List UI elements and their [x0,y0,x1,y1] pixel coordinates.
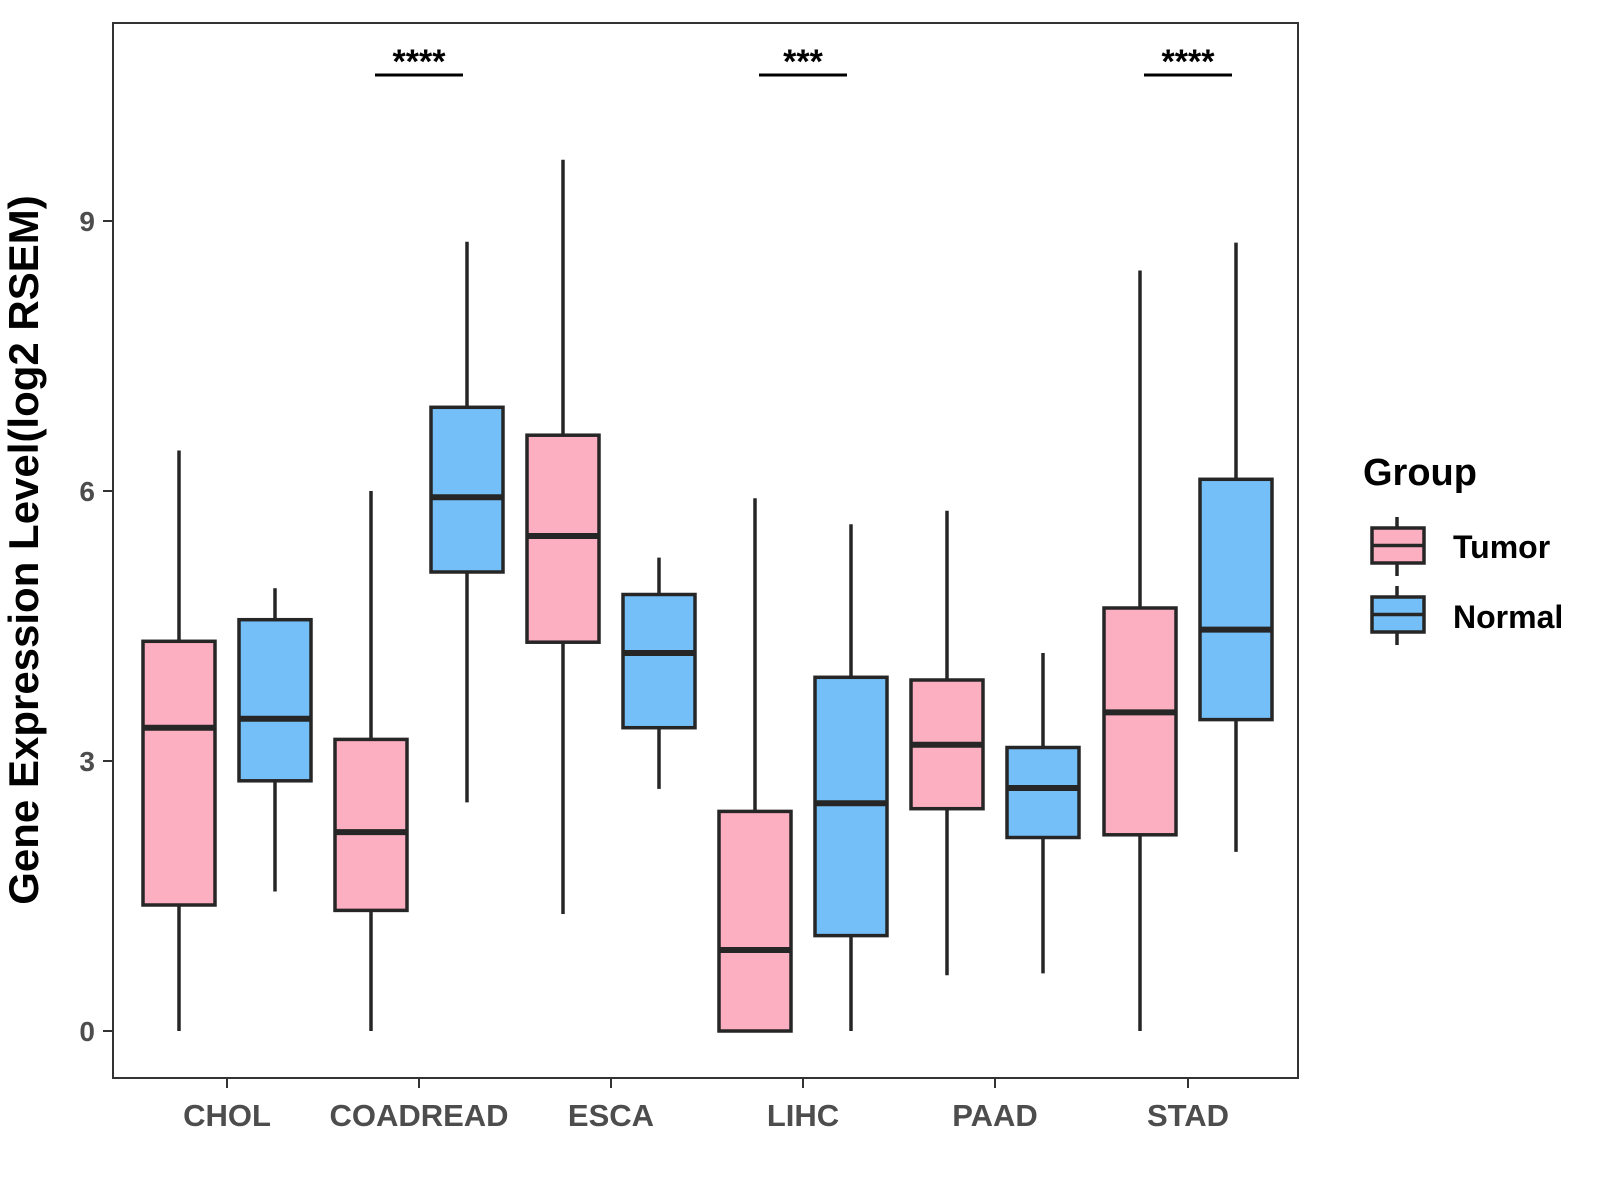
significance-label-stad: **** [1162,43,1216,81]
x-tick-label-coadread: COADREAD [329,1098,508,1133]
box-normal-paad [1005,745,1081,840]
x-tick-label-esca: ESCA [568,1098,654,1133]
y-tick-label-3: 3 [79,746,95,777]
box-tumor-chol [141,639,217,907]
legend-item-tumor: Tumor [1370,517,1550,576]
legend-title: Group [1363,452,1477,494]
legend-label-tumor: Tumor [1453,529,1550,565]
y-tick-label-9: 9 [79,206,95,237]
legend: Group Tumor Normal [1363,452,1563,645]
box-normal-chol [237,617,313,783]
legend-item-normal: Normal [1370,586,1563,645]
plot-panel-border [112,22,1299,1079]
box-normal-lihc [813,675,889,938]
significance-label-coadread: **** [393,43,447,81]
x-tick-label-chol: CHOL [183,1098,271,1133]
box-normal-esca [621,592,697,730]
y-axis-title: Gene Expression Level(log2 RSEM) [0,195,47,905]
y-tick-label-0: 0 [79,1016,95,1047]
y-tick-label-6: 6 [79,476,95,507]
legend-label-normal: Normal [1453,599,1563,635]
box-normal-stad [1198,477,1274,722]
box-tumor-lihc [717,809,793,1033]
x-tick-label-stad: STAD [1147,1098,1229,1133]
box-normal-coadread [429,405,505,574]
significance-label-lihc: *** [783,43,823,81]
x-tick-label-paad: PAAD [952,1098,1038,1133]
x-tick-label-lihc: LIHC [767,1098,839,1133]
box-tumor-stad [1102,606,1178,837]
box-tumor-coadread [333,737,409,913]
